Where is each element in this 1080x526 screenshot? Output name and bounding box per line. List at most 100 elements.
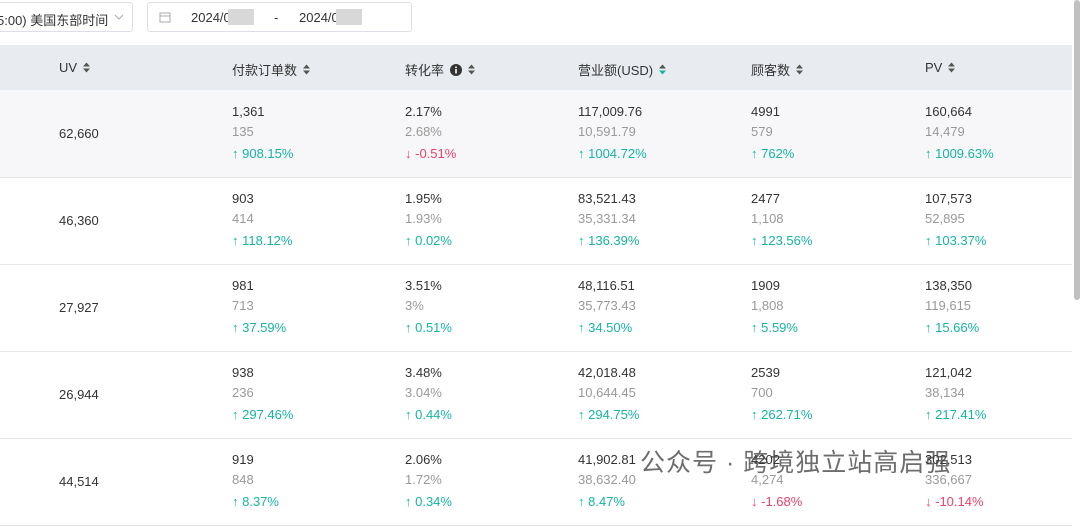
previous-value: 135 [232, 124, 254, 139]
info-icon[interactable] [450, 63, 463, 76]
column-label: UV [59, 60, 78, 75]
change-value: ↑ 123.56% [751, 233, 813, 248]
previous-value: 1,808 [751, 298, 784, 313]
current-value: 919 [232, 452, 254, 467]
watermark: 公众号 · 跨境独立站高启强 [640, 449, 952, 477]
change-value: ↑ 103.37% [925, 233, 987, 248]
column-label: 付款订单数 [232, 63, 298, 78]
previous-value: 579 [751, 124, 773, 139]
current-value: 903 [232, 191, 254, 206]
uv-value: 27,927 [59, 300, 99, 315]
current-value: 302,513 [925, 452, 972, 467]
sort-icon[interactable] [796, 64, 804, 75]
previous-value: 414 [232, 211, 254, 226]
current-value: 4991 [751, 104, 780, 119]
change-value: ↑ 262.71% [751, 407, 813, 422]
table-row: 26,944 938 236 ↑ 297.46% 3.48% 3.04% ↑ 0.44% 42… [0, 351, 1072, 439]
current-value: 1,361 [232, 104, 265, 119]
table-row: 46,360 903 414 ↑ 118.12% 1.95% 1.93% ↑ 0.02% 83… [0, 177, 1072, 265]
previous-value: 2.68% [405, 124, 442, 139]
previous-value: 1.93% [405, 211, 442, 226]
redacted [228, 9, 254, 25]
current-value: 4202 [751, 452, 780, 467]
current-value: 42,018.48 [578, 365, 636, 380]
current-value: 3.51% [405, 278, 442, 293]
previous-value: 848 [232, 472, 254, 487]
column-header[interactable]: PV [925, 60, 956, 75]
column-label: 营业额(USD) [578, 63, 654, 78]
column-header[interactable]: 转化率 [405, 60, 476, 79]
change-value: ↓ -1.68% [751, 494, 803, 509]
current-value: 121,042 [925, 365, 972, 380]
sort-icon[interactable] [468, 64, 476, 75]
previous-value: 10,591.79 [578, 124, 636, 139]
chevron-icon [114, 14, 124, 20]
previous-value: 35,331.34 [578, 211, 636, 226]
date-separator: - [274, 10, 279, 25]
change-value: ↑ 15.66% [925, 320, 980, 335]
change-value: ↑ 118.12% [232, 233, 293, 248]
current-value: 981 [232, 278, 254, 293]
change-value: ↑ 34.50% [578, 320, 633, 335]
previous-value: 119,615 [925, 298, 972, 313]
change-value: ↓ -0.51% [405, 146, 457, 161]
uv-value: 46,360 [59, 213, 99, 228]
column-label: 转化率 [405, 63, 445, 78]
change-value: ↑ 0.02% [405, 233, 452, 248]
current-value: 1.95% [405, 191, 442, 206]
previous-value: 35,773.43 [578, 298, 636, 313]
current-value: 138,350 [925, 278, 972, 293]
table-row: 62,660 1,361 135 ↑ 908.15% 2.17% 2.68% ↓ -0.51… [0, 90, 1072, 178]
change-value: ↑ 217.41% [925, 407, 987, 422]
previous-value: 52,895 [925, 211, 965, 226]
column-header[interactable]: 顾客数 [751, 60, 804, 79]
column-label: 顾客数 [751, 63, 791, 78]
current-value: 3.48% [405, 365, 442, 380]
current-value: 2477 [751, 191, 780, 206]
current-value: 2.06% [405, 452, 442, 467]
column-label: PV [925, 60, 943, 75]
timezone-select[interactable]: 5:00) 美国东部时间 [0, 2, 133, 32]
sort-icon[interactable] [659, 64, 667, 75]
previous-value: 336,667 [925, 472, 972, 487]
current-value: 160,664 [925, 104, 972, 119]
previous-value: 1.72% [405, 472, 442, 487]
sort-icon[interactable] [948, 62, 956, 73]
change-value: ↑ 37.59% [232, 320, 287, 335]
previous-value: 700 [751, 385, 773, 400]
change-value: ↑ 8.47% [578, 494, 625, 509]
previous-value: 236 [232, 385, 254, 400]
sort-icon[interactable] [303, 64, 311, 75]
previous-value: 1,108 [751, 211, 784, 226]
current-value: 41,902.81 [578, 452, 636, 467]
change-value: ↑ 1004.72% [578, 146, 647, 161]
change-value: ↓ -10.14% [925, 494, 984, 509]
previous-value: 4,274 [751, 472, 784, 487]
current-value: 83,521.43 [578, 191, 636, 206]
sort-icon[interactable] [83, 62, 91, 73]
column-header[interactable]: 营业额(USD) [578, 60, 667, 79]
current-value: 1909 [751, 278, 780, 293]
column-header[interactable]: UV [59, 60, 91, 75]
change-value: ↑ 297.46% [232, 407, 294, 422]
scrollbar[interactable] [1074, 0, 1080, 300]
column-header[interactable]: 付款订单数 [232, 60, 311, 79]
change-value: ↑ 1009.63% [925, 146, 994, 161]
previous-value: 3.04% [405, 385, 442, 400]
previous-value: 14,479 [925, 124, 965, 139]
previous-value: 713 [232, 298, 254, 313]
timezone-text: 5:00) 美国东部时间 [0, 13, 109, 28]
change-value: ↑ 0.51% [405, 320, 452, 335]
previous-value: 3% [405, 298, 424, 313]
previous-value: 10,644.45 [578, 385, 636, 400]
table-header: UV 付款订单数 转化率 营业额(USD) 顾客数 PV [0, 45, 1072, 90]
change-value: ↑ 294.75% [578, 407, 640, 422]
current-value: 48,116.51 [578, 278, 635, 293]
current-value: 2.17% [405, 104, 442, 119]
uv-value: 62,660 [59, 126, 99, 141]
date-range-picker[interactable]: 2024/06/ - 2024/06/ [147, 2, 412, 32]
uv-value: 26,944 [59, 387, 99, 402]
change-value: ↑ 8.37% [232, 494, 279, 509]
calendar-icon [159, 12, 171, 23]
current-value: 117,009.76 [578, 104, 643, 119]
